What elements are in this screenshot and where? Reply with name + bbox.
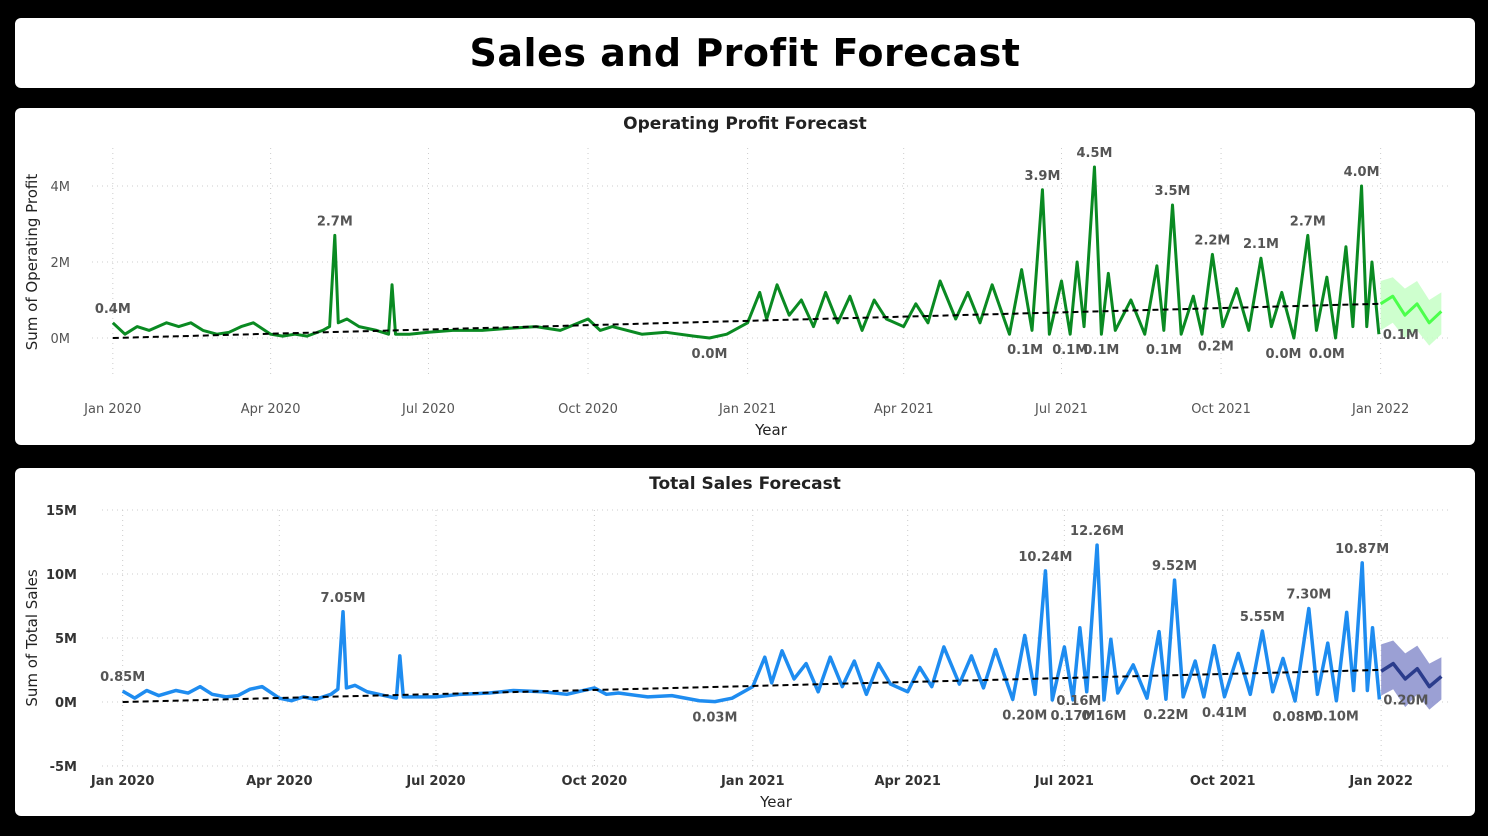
- data-label: 0.10M: [1314, 710, 1359, 725]
- data-label: 9.52M: [1152, 559, 1197, 574]
- y-axis-label: Sum of Operating Profit: [23, 174, 41, 351]
- data-label: 0.0M: [691, 347, 727, 362]
- data-label: 10.24M: [1018, 550, 1072, 565]
- x-tick-label: Apr 2020: [241, 402, 301, 417]
- x-tick-label: Apr 2021: [874, 402, 934, 417]
- data-label: 0.85M: [100, 670, 145, 685]
- data-label: 3.5M: [1155, 184, 1191, 199]
- data-label: 0.17M: [1050, 709, 1095, 724]
- data-label: 2.7M: [317, 214, 353, 229]
- data-label: 0.03M: [692, 711, 737, 726]
- x-tick-label: Jan 2020: [83, 402, 141, 417]
- actual-series-line[interactable]: [121, 543, 1382, 704]
- total-sales-chart-card[interactable]: Total Sales Forecast -5M 0M 5M 10M 15M Jan 202…: [15, 468, 1475, 816]
- x-tick-label: Jan 2022: [1351, 402, 1409, 417]
- data-label: 10.87M: [1335, 542, 1389, 557]
- y-tick-label: 15M: [46, 504, 77, 519]
- data-label: 0.0M: [1266, 347, 1302, 362]
- trend-line: [112, 302, 1379, 339]
- data-label: 0.1M: [1052, 343, 1088, 358]
- data-label: 0.16M: [1081, 709, 1126, 724]
- x-tick-label: Apr 2020: [246, 774, 313, 789]
- x-tick-label: Jul 2020: [405, 774, 465, 789]
- operating-profit-forecast-chart[interactable]: Operating Profit Forecast 0M 2M 4M Jan 2020 A…: [15, 108, 1475, 445]
- data-label: 12.26M: [1070, 524, 1124, 539]
- data-label: 2.7M: [1290, 214, 1326, 229]
- page-title: Sales and Profit Forecast: [469, 31, 1021, 75]
- forecast-series-line[interactable]: [1379, 294, 1443, 325]
- x-tick-label: Jan 2020: [90, 774, 155, 789]
- data-label: 0.08M: [1273, 710, 1318, 725]
- data-label: 4.0M: [1344, 165, 1380, 180]
- data-label: 0.1M: [1083, 343, 1119, 358]
- y-axis-label: Sum of Total Sales: [23, 569, 41, 707]
- data-label: 0.1M: [1383, 328, 1419, 343]
- chart-title: Total Sales Forecast: [649, 474, 841, 494]
- data-label: 0.20M: [1002, 708, 1047, 723]
- x-tick-label: Jan 2022: [1348, 774, 1413, 789]
- data-label: 2.1M: [1243, 237, 1279, 252]
- data-label: 0.41M: [1202, 706, 1247, 721]
- chart-title: Operating Profit Forecast: [623, 114, 867, 134]
- data-label: 5.55M: [1240, 610, 1285, 625]
- data-label: 3.9M: [1024, 169, 1060, 184]
- x-tick-label: Oct 2021: [1191, 402, 1251, 417]
- data-label: 0.0M: [1309, 347, 1345, 362]
- data-label: 0.4M: [95, 302, 131, 317]
- x-axis-label: Year: [754, 421, 788, 439]
- data-label: 4.5M: [1076, 146, 1112, 161]
- y-tick-label: 0M: [55, 696, 77, 711]
- y-tick-label: 5M: [55, 632, 77, 647]
- data-label: 7.30M: [1286, 588, 1331, 603]
- data-label: 0.16M: [1056, 694, 1101, 709]
- title-card: Sales and Profit Forecast: [15, 18, 1475, 88]
- actual-series-line[interactable]: [111, 165, 1381, 340]
- y-tick-label: 0M: [51, 332, 71, 347]
- x-tick-label: Jul 2021: [1034, 402, 1088, 417]
- x-tick-label: Jul 2020: [401, 402, 455, 417]
- data-label: 0.1M: [1146, 343, 1182, 358]
- x-tick-label: Oct 2021: [1190, 774, 1256, 789]
- forecast-series-line[interactable]: [1380, 661, 1443, 689]
- total-sales-forecast-chart[interactable]: Total Sales Forecast -5M 0M 5M 10M 15M Jan 202…: [15, 468, 1475, 816]
- y-tick-label: 4M: [51, 180, 71, 195]
- y-tick-label: 10M: [46, 568, 77, 583]
- data-label: 0.22M: [1143, 708, 1188, 723]
- x-tick-label: Oct 2020: [562, 774, 628, 789]
- x-tick-label: Jan 2021: [718, 402, 776, 417]
- x-axis-label: Year: [759, 793, 793, 811]
- x-tick-label: Jul 2021: [1034, 774, 1094, 789]
- data-label: 7.05M: [321, 591, 366, 606]
- x-tick-label: Jan 2021: [720, 774, 785, 789]
- data-label: 2.2M: [1194, 233, 1230, 248]
- x-tick-label: Oct 2020: [558, 402, 618, 417]
- data-label: 0.20M: [1383, 693, 1428, 708]
- data-label: 0.1M: [1007, 343, 1043, 358]
- data-label: 0.2M: [1198, 339, 1234, 354]
- y-tick-label: -5M: [50, 760, 77, 775]
- y-tick-label: 2M: [51, 256, 71, 271]
- x-tick-label: Apr 2021: [874, 774, 941, 789]
- operating-profit-chart-card[interactable]: Operating Profit Forecast 0M 2M 4M Jan 2020 A…: [15, 108, 1475, 445]
